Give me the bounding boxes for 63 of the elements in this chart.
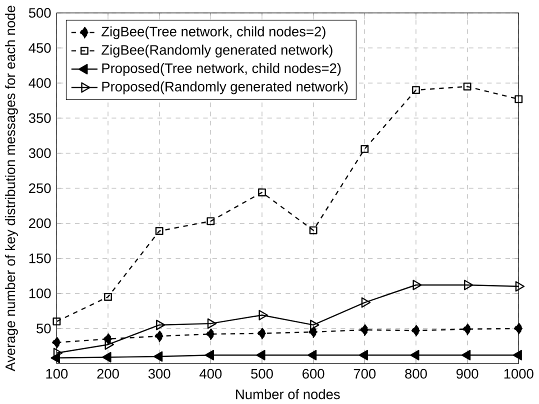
point — [102, 352, 112, 362]
y-axis-title: Average number of key distribution messages for each node — [5, 6, 18, 372]
point — [515, 281, 525, 292]
point — [360, 144, 369, 153]
point — [104, 339, 114, 350]
point — [361, 297, 371, 308]
x-axis-title: Number of nodes — [236, 388, 340, 400]
x-tick-label: 100 — [46, 368, 68, 379]
legend-label: ZigBee(Tree network, child nodes=2) — [102, 26, 326, 40]
point — [412, 280, 422, 290]
y-tick-label: 250 — [29, 183, 51, 193]
point — [155, 226, 164, 235]
point — [206, 328, 216, 340]
y-tick-label: 200 — [29, 218, 51, 228]
y-tick-label: 100 — [29, 288, 51, 298]
point — [204, 350, 214, 360]
x-tick-label: 600 — [302, 368, 324, 379]
point — [154, 330, 164, 342]
point — [257, 327, 267, 340]
point — [104, 292, 112, 301]
x-tick-label: 200 — [97, 368, 119, 379]
y-tick-label: 350 — [28, 113, 51, 123]
x-tick-label: 400 — [200, 368, 222, 379]
point — [463, 82, 472, 90]
legend-label: Proposed(Tree network, child nodes=2) — [102, 62, 341, 76]
point — [52, 336, 62, 348]
point — [358, 350, 368, 360]
legend-label: Proposed(Randomly generated network) — [102, 81, 348, 94]
point — [461, 350, 471, 360]
point — [310, 320, 320, 330]
point — [153, 351, 163, 362]
x-tick-label: 500 — [251, 368, 273, 379]
point — [256, 350, 266, 360]
point — [514, 322, 524, 334]
point — [410, 350, 420, 360]
y-tick-label: 50 — [36, 323, 51, 334]
x-tick-label: 300 — [148, 368, 170, 379]
y-tick-label: 450 — [28, 42, 51, 53]
legend-label: ZigBee(Randomly generated network) — [102, 44, 332, 58]
x-tick-label: 800 — [405, 368, 427, 379]
point — [464, 280, 474, 290]
point — [411, 324, 421, 336]
point — [307, 350, 317, 360]
point — [206, 217, 215, 226]
point — [156, 320, 166, 330]
point — [462, 323, 472, 335]
x-tick-label: 700 — [354, 368, 376, 379]
x-tick-label: 900 — [456, 368, 478, 379]
point — [308, 326, 318, 338]
point — [258, 310, 268, 320]
point — [309, 226, 318, 234]
y-tick-label: 300 — [28, 148, 51, 158]
y-tick-label: 500 — [28, 8, 51, 18]
point — [360, 324, 370, 336]
point — [514, 95, 523, 103]
x-tick-label: 1000 — [504, 368, 534, 379]
point — [512, 350, 522, 360]
point — [412, 86, 420, 94]
point — [52, 317, 61, 326]
y-tick-label: 150 — [29, 253, 51, 264]
point — [258, 188, 266, 196]
point — [207, 318, 217, 329]
y-tick-label: 400 — [28, 78, 51, 88]
